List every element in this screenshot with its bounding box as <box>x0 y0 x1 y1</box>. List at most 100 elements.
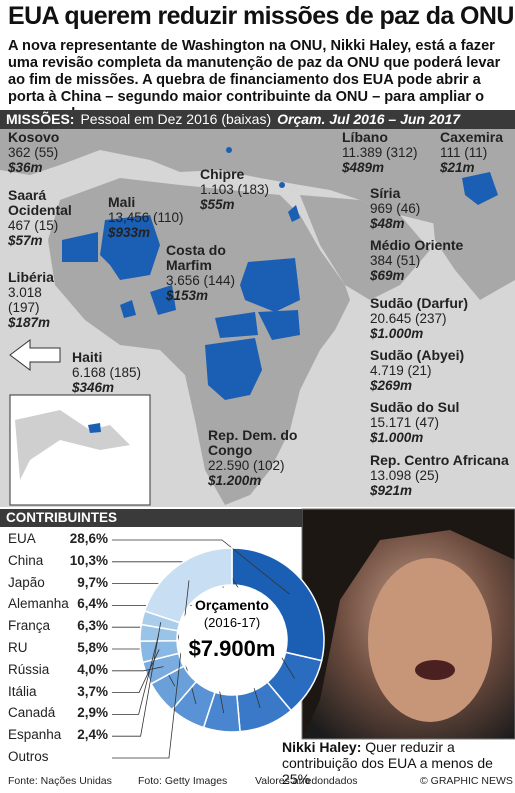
mission-name: Kosovo <box>8 129 60 145</box>
mission-label: Mali 13,456 (110) $933m <box>108 194 198 241</box>
mission-name: Sudão do Sul <box>370 399 460 415</box>
drc <box>205 338 262 400</box>
mission-label: Sudão (Abyei) 4.719 (21) $269m <box>370 347 510 394</box>
mission-label: Chipre 1.103 (183) $55m <box>200 166 280 213</box>
contributor-value: 6,4% <box>77 596 108 612</box>
mission-label: Haiti 6.168 (185) $346m <box>72 349 172 396</box>
contributor-value: 6,3% <box>77 618 108 634</box>
mission-name: Haiti <box>72 349 103 365</box>
mission-name: Líbano <box>342 129 388 145</box>
car <box>215 312 258 338</box>
credit: © GRAPHIC NEWS <box>420 775 513 787</box>
mission-name: Chipre <box>200 166 245 182</box>
mission-budget: $489m <box>342 160 385 175</box>
photo-face <box>368 558 492 722</box>
contributor-name: China <box>8 552 44 568</box>
mission-label: Saará Ocidental 467 (15) $57m <box>8 188 103 249</box>
cote-divoire <box>150 285 176 315</box>
kosovo <box>226 147 232 153</box>
contributor-value: 4,0% <box>77 661 108 677</box>
mission-personnel: 13.098 (25) <box>370 468 440 483</box>
photo-hair <box>302 509 515 739</box>
mission-personnel: 22.590 (102) <box>208 458 285 473</box>
mission-budget: $69m <box>370 268 405 283</box>
caption-name: Nikki Haley: <box>282 739 362 755</box>
south-sudan <box>258 310 300 340</box>
contributors-header: CONTRIBUINTES <box>0 509 302 527</box>
contributor-name: Rússia <box>8 661 50 677</box>
contributor-name: EUA <box>8 531 36 546</box>
mission-name: Costa do Marfim <box>166 242 226 273</box>
mission-personnel: 3.656 (144) <box>166 273 236 288</box>
kashmir <box>462 172 498 205</box>
mali <box>100 215 160 280</box>
donut: Orçamento (2016-17) $7.900m <box>112 539 325 759</box>
mission-personnel: 3.018 (197) <box>8 285 42 315</box>
liberia <box>120 300 136 318</box>
contributor-name: Outros <box>8 749 49 764</box>
contributor-value: 2,4% <box>77 727 108 743</box>
mission-personnel: 13,456 (110) <box>108 210 184 225</box>
contributor-value: 10,3% <box>69 552 108 568</box>
mission-label: Rep. Centro Africana 13.098 (25) $921m <box>370 453 515 499</box>
header-personnel: Pessoal em Dez 2016 (baixas) <box>80 111 272 127</box>
caption-text: Quer reduzir a contribuição dos EUA a me… <box>282 739 493 787</box>
mission-personnel: 6.168 (185) <box>72 365 142 380</box>
mission-budget: $57m <box>8 233 43 248</box>
mission-personnel: 11.389 (312) <box>342 145 418 160</box>
mission-label: Kosovo 362 (55) $36m <box>8 129 98 176</box>
mission-label: Médio Oriente 384 (51) $69m <box>370 237 480 284</box>
mission-budget: $269m <box>370 378 413 393</box>
mission-name: Sudão (Darfur) <box>370 295 468 311</box>
mission-label: Rep. Dem. do Congo 22.590 (102) $1.200m <box>208 428 318 489</box>
leader-line <box>112 649 160 693</box>
contributor-name: Espanha <box>8 727 62 743</box>
mission-budget: $1.000m <box>370 326 424 341</box>
contributor-name: Canadá <box>8 705 56 721</box>
contributor-value: 3,7% <box>77 683 108 699</box>
contributor-value: 2,9% <box>77 705 108 721</box>
arrow <box>9 339 61 371</box>
mission-personnel: 111 (11) <box>440 145 488 160</box>
mission-personnel: 20.645 (237) <box>370 311 447 326</box>
note: Valores arredondados <box>255 775 358 787</box>
mission-budget: $346m <box>72 380 115 395</box>
leader-line <box>112 666 164 672</box>
middle-east <box>300 195 430 300</box>
mission-budget: $921m <box>370 483 413 498</box>
mission-personnel: 15.171 (47) <box>370 415 440 430</box>
mission-name: Mali <box>108 194 136 210</box>
leader-line <box>112 622 162 737</box>
mission-personnel: 362 (55) <box>8 145 59 160</box>
center-label: Orçamento <box>195 597 269 613</box>
mission-personnel: 384 (51) <box>370 253 421 268</box>
mission-name: Síria <box>370 185 401 201</box>
contributor-name: França <box>8 618 51 634</box>
sudan <box>240 258 300 312</box>
south-asia <box>430 180 515 300</box>
cyprus <box>279 182 285 188</box>
leader-line <box>112 634 160 715</box>
header-budget: Orçam. Jul 2016 – Jun 2017 <box>277 111 461 127</box>
mission-name: Médio Oriente <box>370 237 464 253</box>
mission-budget: $55m <box>200 197 235 212</box>
photo-caption: Nikki Haley: Quer reduzir a contribuição… <box>282 739 514 787</box>
contributor-name: Itália <box>8 683 37 699</box>
contributor-value: 28,6% <box>69 531 108 546</box>
mission-label: Sudão (Darfur) 20.645 (237) $1.000m <box>370 295 510 342</box>
mission-name: Caxemira <box>440 129 504 145</box>
mission-label: Libéria 3.018 (197) $187m <box>8 270 68 331</box>
mission-budget: $48m <box>370 216 405 231</box>
source: Fonte: Nações Unidas <box>8 775 112 787</box>
lebanon-syria <box>288 205 300 222</box>
caribbean <box>15 410 130 480</box>
header-label: MISSÕES: <box>6 111 75 127</box>
leader-line <box>112 539 290 595</box>
mission-personnel: 1.103 (183) <box>200 182 270 197</box>
mission-name: Sudão (Abyei) <box>370 347 465 363</box>
center-total: $7.900m <box>189 636 276 661</box>
donut-center <box>179 587 285 693</box>
mission-label: Sudão do Sul 15.171 (47) $1.000m <box>370 399 510 446</box>
mission-budget: $187m <box>8 315 51 330</box>
